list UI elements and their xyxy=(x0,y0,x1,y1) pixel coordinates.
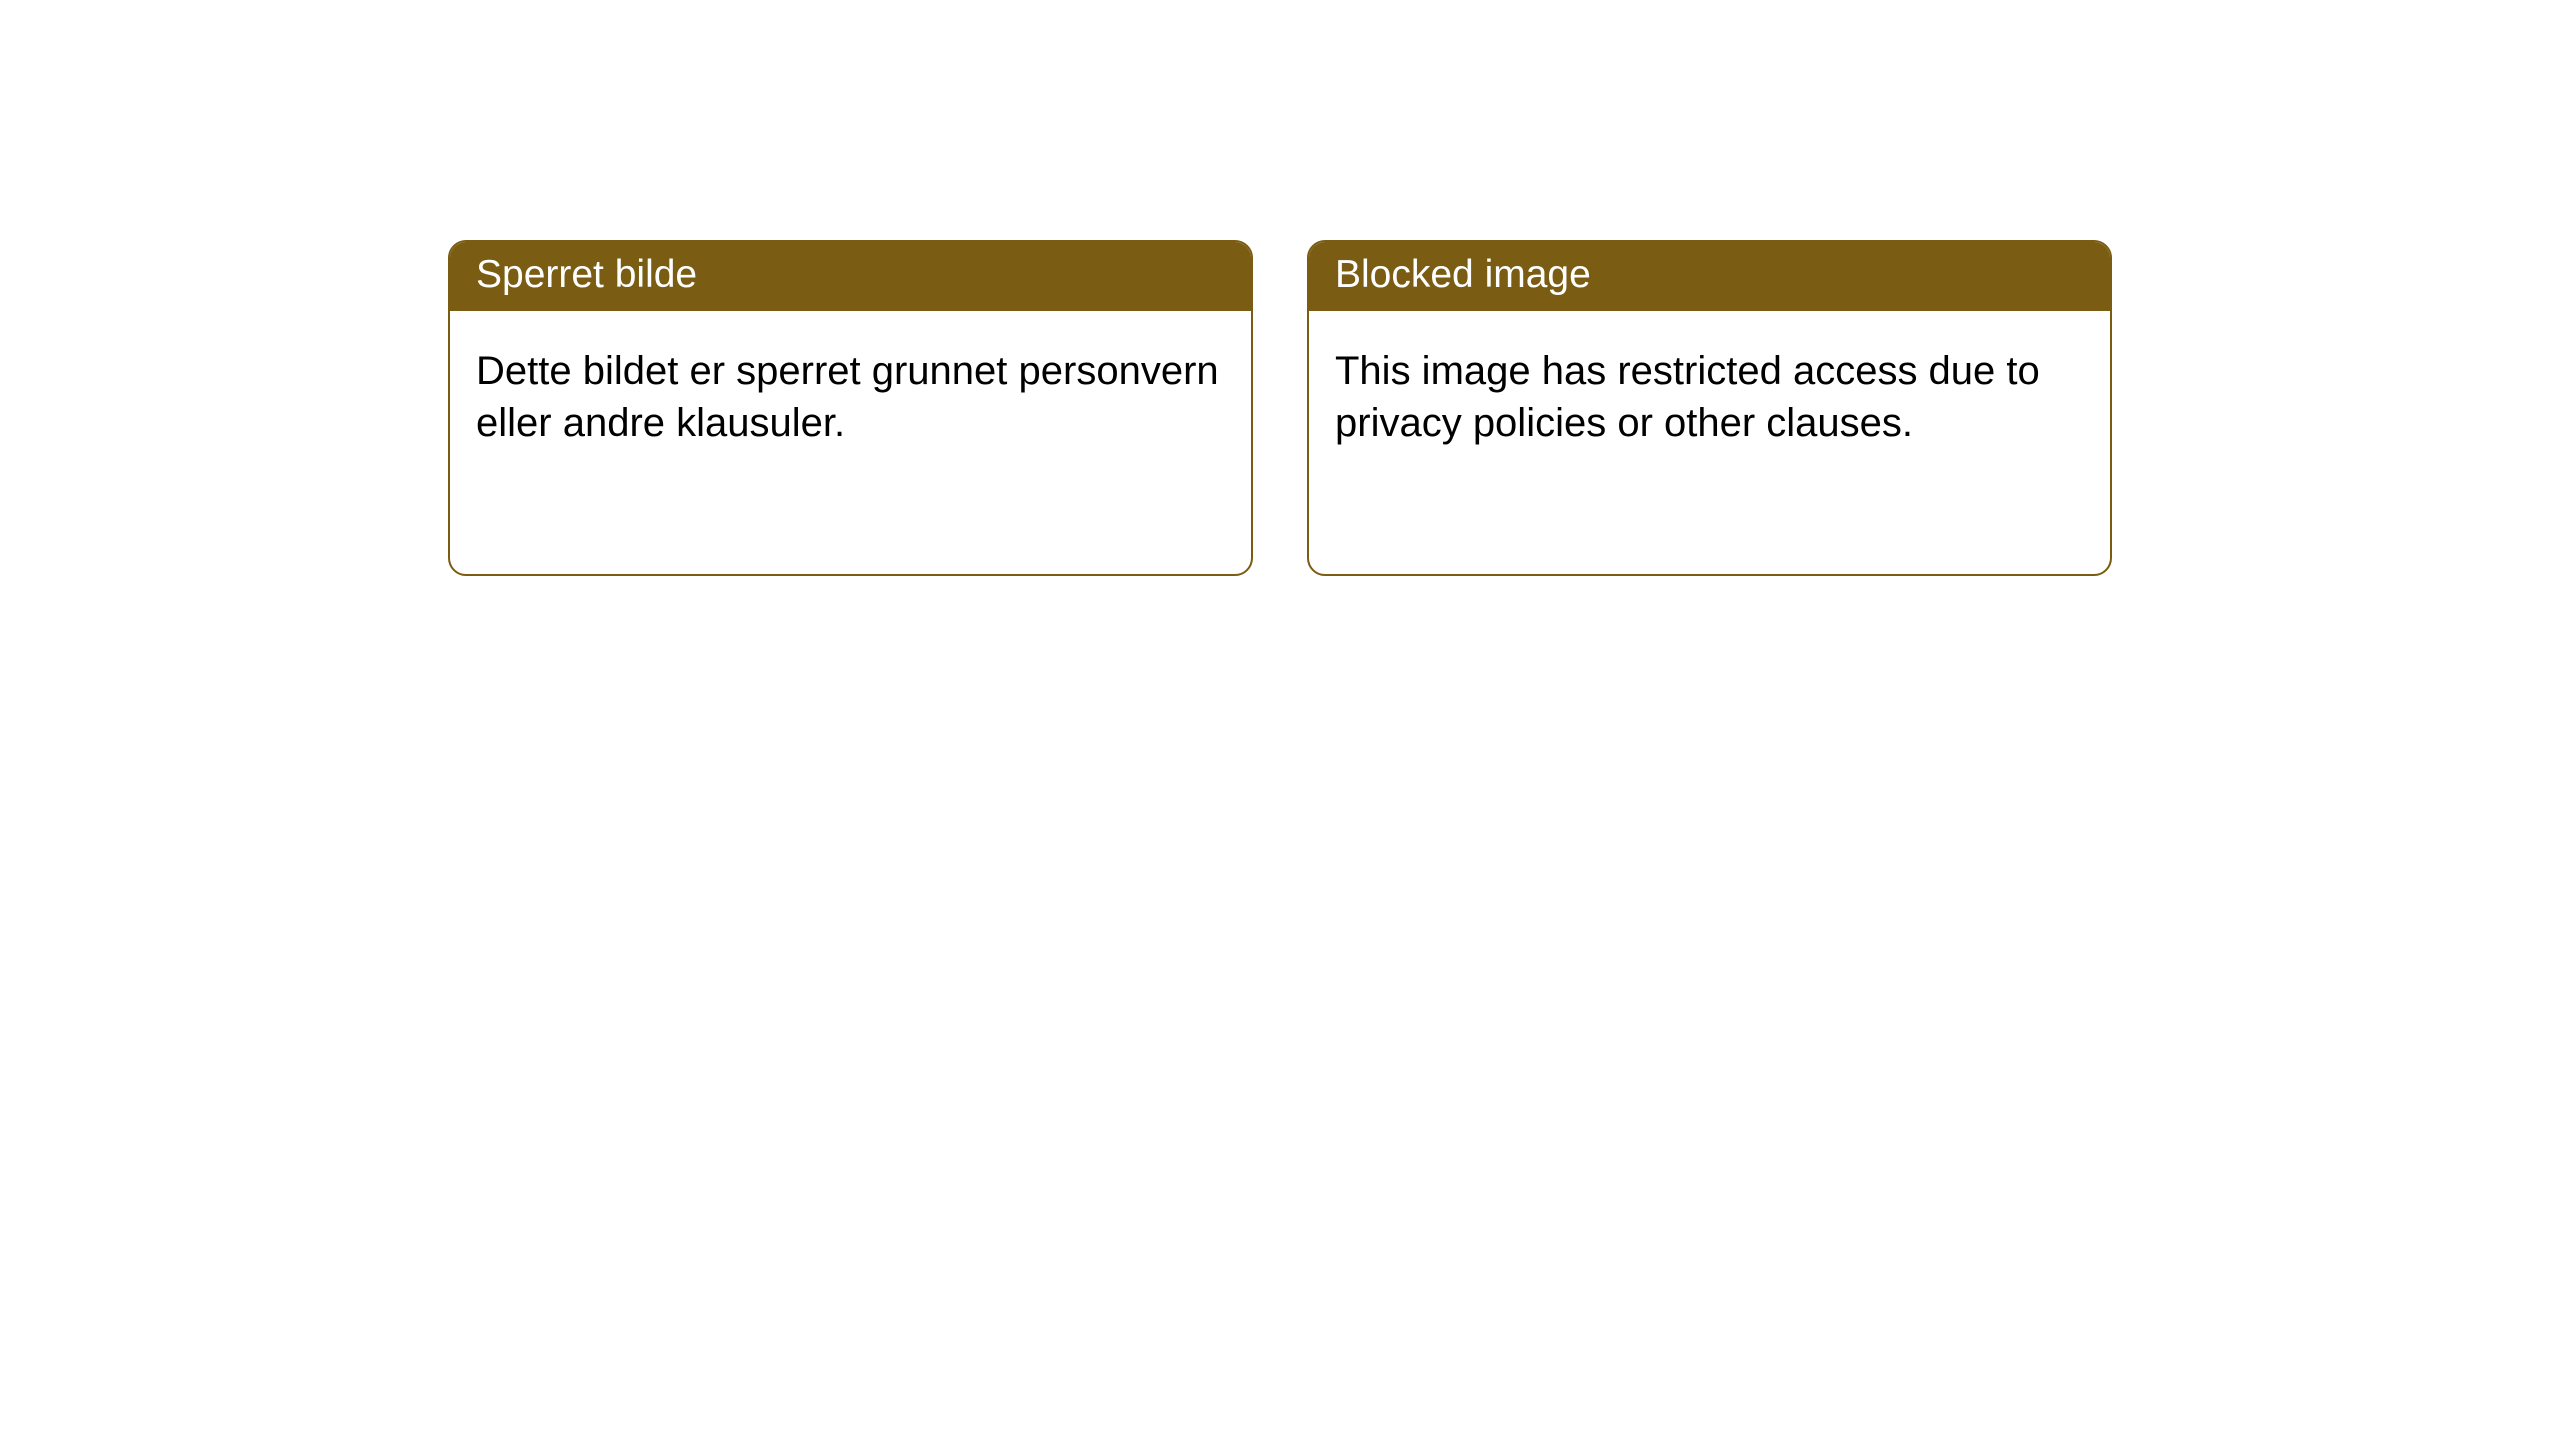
notice-body: This image has restricted access due to … xyxy=(1309,311,2110,483)
notice-container: Sperret bilde Dette bildet er sperret gr… xyxy=(0,0,2560,576)
notice-body-text: This image has restricted access due to … xyxy=(1335,349,2040,445)
notice-title: Sperret bilde xyxy=(476,253,697,296)
notice-title: Blocked image xyxy=(1335,253,1591,296)
notice-header: Sperret bilde xyxy=(450,242,1251,311)
notice-box-english: Blocked image This image has restricted … xyxy=(1307,240,2112,576)
notice-body: Dette bildet er sperret grunnet personve… xyxy=(450,311,1251,483)
notice-box-norwegian: Sperret bilde Dette bildet er sperret gr… xyxy=(448,240,1253,576)
notice-header: Blocked image xyxy=(1309,242,2110,311)
notice-body-text: Dette bildet er sperret grunnet personve… xyxy=(476,349,1219,445)
